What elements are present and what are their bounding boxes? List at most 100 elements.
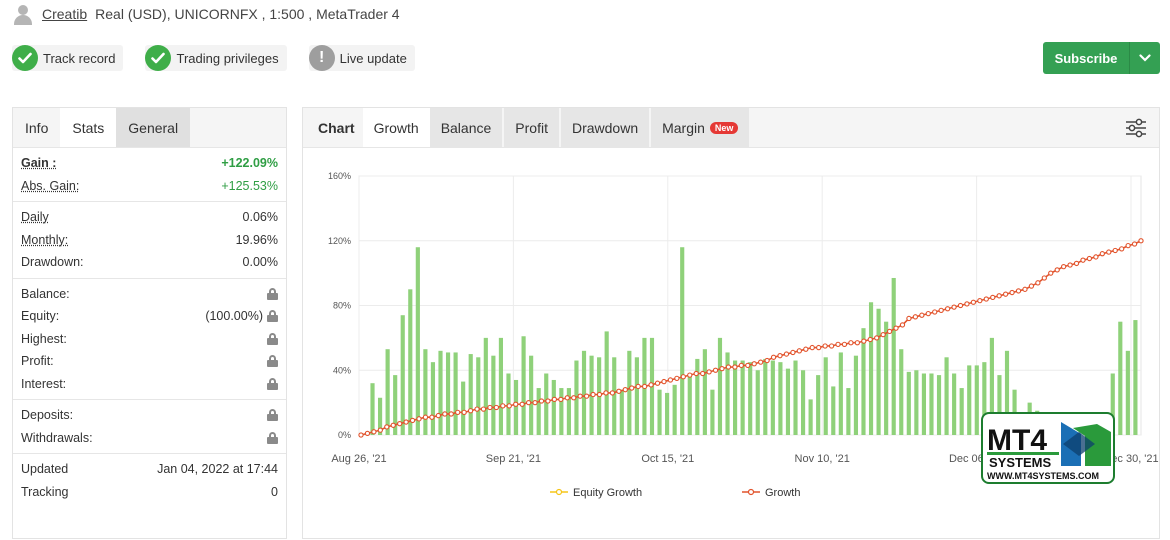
x-axis: Aug 26, '21 Sep 21, '21 Oct 15, '21 Nov 10,… <box>331 453 1158 465</box>
growth-point <box>803 346 809 352</box>
track-record-badge: Track record <box>12 45 124 71</box>
daily-gain-bar <box>1110 373 1115 435</box>
daily-gain-bar <box>529 355 534 435</box>
daily-gain-bar <box>944 357 949 435</box>
username-link[interactable]: Creatib <box>42 6 88 22</box>
growth-point <box>1119 246 1125 252</box>
growth-point <box>455 409 461 415</box>
x-tick-label: Oct 15, '21 <box>641 453 694 465</box>
stat-value <box>263 332 278 345</box>
growth-point <box>899 322 906 328</box>
growth-point <box>532 399 538 406</box>
growth-point <box>616 388 622 394</box>
tab-stats[interactable]: Stats <box>60 108 117 147</box>
growth-point <box>893 325 899 331</box>
tab-profit[interactable]: Profit <box>504 108 559 147</box>
tab-balance[interactable]: Balance <box>429 108 503 147</box>
account-info: Real (USD), UNICORNFX , 1:500 , MetaTrad… <box>95 6 400 22</box>
growth-point <box>1112 247 1118 254</box>
chevron-down-icon[interactable] <box>1130 42 1160 74</box>
tab-general[interactable]: General <box>116 108 191 147</box>
daily-gain-bar <box>672 384 677 435</box>
growth-point <box>835 341 841 347</box>
legend-label: Equity Growth <box>573 487 642 499</box>
y-axis: 0% 40% 80% 120% 160% <box>328 171 351 440</box>
daily-gain-bar <box>816 375 821 435</box>
stat-equity: Equity: (100.00%) <box>21 305 278 328</box>
daily-gain-bar <box>891 277 896 435</box>
lock-icon <box>267 310 278 323</box>
y-tick-label: 160% <box>328 171 351 181</box>
daily-gain-bar <box>551 379 556 435</box>
daily-gain-bar <box>967 365 972 435</box>
growth-point <box>467 408 474 414</box>
growth-point <box>1073 260 1080 267</box>
growth-point <box>371 429 377 435</box>
avatar <box>12 3 34 25</box>
growth-point <box>364 430 371 437</box>
growth-point <box>448 411 454 417</box>
badge-label: Live update <box>339 50 407 66</box>
growth-point <box>886 328 893 335</box>
daily-gain-bar <box>1133 320 1138 435</box>
growth-point <box>822 343 828 349</box>
legend-equity-growth[interactable]: Equity Growth <box>550 487 642 499</box>
daily-gain-bar <box>581 350 587 435</box>
tab-growth[interactable]: Growth <box>362 108 430 147</box>
stat-label: Deposits: <box>21 408 74 423</box>
growth-point <box>880 331 886 338</box>
legend-growth[interactable]: Growth <box>742 487 800 499</box>
stat-label: Monthly: <box>21 232 69 247</box>
daily-gain-bar <box>702 349 707 435</box>
growth-point <box>1086 255 1093 262</box>
growth-point <box>919 312 925 318</box>
daily-gain-bar <box>831 386 836 435</box>
logo-sub: SYSTEMS <box>989 455 1051 470</box>
daily-gain-bar <box>687 375 692 435</box>
daily-gain-bar <box>665 392 670 435</box>
daily-gain-bar <box>982 362 987 435</box>
tab-info[interactable]: Info <box>25 119 49 136</box>
daily-gain-bar <box>393 375 398 435</box>
growth-point <box>796 348 802 354</box>
lock-icon <box>267 332 278 345</box>
daily-gain-bar <box>415 247 420 435</box>
daily-gain-bar <box>868 302 874 435</box>
tab-drawdown[interactable]: Drawdown <box>560 108 650 147</box>
stat-label: Abs. Gain: <box>21 178 80 193</box>
growth-point <box>1028 283 1035 289</box>
growth-point <box>603 390 609 396</box>
daily-gain-bar <box>974 365 979 435</box>
subscribe-label[interactable]: Subscribe <box>1043 42 1130 74</box>
growth-point <box>545 398 551 404</box>
daily-gain-bar <box>997 375 1002 435</box>
growth-point <box>693 370 699 377</box>
y-tick-label: 40% <box>333 365 351 375</box>
growth-point <box>641 383 648 390</box>
growth-point <box>932 309 938 315</box>
stat-label: Profit: <box>21 354 54 369</box>
daily-gain-bar <box>476 357 481 435</box>
growth-point <box>661 378 667 385</box>
stat-value: Jan 04, 2022 at 17:44 <box>157 462 278 477</box>
balance-group: Balance: Equity: (100.00%) Highest: Prof… <box>13 279 286 400</box>
tab-margin[interactable]: Margin New <box>651 108 750 147</box>
growth-point <box>1048 270 1054 276</box>
daily-gain-bar <box>491 355 496 435</box>
daily-gain-bar <box>385 349 390 435</box>
chart-settings-icon[interactable] <box>1125 118 1147 138</box>
growth-point <box>745 362 751 369</box>
stat-label: Interest: <box>21 376 67 391</box>
growth-point <box>764 357 770 364</box>
growth-point <box>1106 249 1112 255</box>
chart-panel: Chart Growth Balance Profit Drawdown Mar… <box>302 107 1160 539</box>
daily-gain-bar <box>914 370 919 435</box>
growth-point <box>525 399 532 406</box>
growth-point <box>938 307 944 314</box>
growth-point <box>1099 251 1105 257</box>
stat-gain: Gain : +122.09% <box>21 152 278 175</box>
subscribe-button[interactable]: Subscribe <box>1043 42 1160 74</box>
growth-point <box>609 390 616 396</box>
stat-withdrawals: Withdrawals: <box>21 427 278 450</box>
stat-label: Daily <box>21 210 49 225</box>
